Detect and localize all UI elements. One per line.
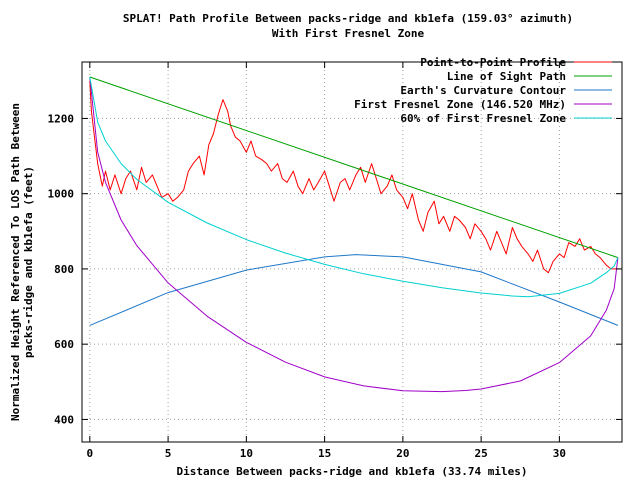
legend-label: Line of Sight Path <box>447 70 566 83</box>
x-tick-label: 15 <box>318 447 331 460</box>
x-tick-label: 30 <box>553 447 566 460</box>
series-line-3 <box>89 76 619 393</box>
y-tick-label: 1000 <box>48 188 75 201</box>
y-axis-label-line-1: Normalized Height Referenced To LOS Path… <box>9 103 22 421</box>
y-axis-label: Normalized Height Referenced To LOS Path… <box>9 103 35 421</box>
series-line-1 <box>89 76 619 259</box>
x-tick-label: 10 <box>240 447 253 460</box>
axis-ticks: 0 5 10 15 20 25 30 400 600 800 1000 1200 <box>48 62 622 460</box>
y-tick-label: 800 <box>54 263 74 276</box>
x-axis-label: Distance Between packs-ridge and kb1efa … <box>177 465 528 478</box>
chart-title: SPLAT! Path Profile Between packs-ridge … <box>123 12 573 25</box>
plot-frame <box>81 61 623 443</box>
y-tick-label: 1200 <box>48 112 75 125</box>
series-layer <box>89 76 619 393</box>
grid-lines <box>82 62 622 442</box>
series-line-0 <box>89 80 618 274</box>
x-tick-label: 0 <box>87 447 94 460</box>
legend-label: 60% of First Fresnel Zone <box>400 112 566 125</box>
y-axis-label-line-2: packs-ridge and kb1efa (feet) <box>22 166 35 358</box>
series-line-2 <box>89 254 619 326</box>
x-tick-label: 5 <box>165 447 172 460</box>
chart-title-group: SPLAT! Path Profile Between packs-ridge … <box>123 12 573 40</box>
series-line-4 <box>89 76 619 298</box>
x-tick-label: 25 <box>475 447 488 460</box>
x-tick-label: 20 <box>396 447 409 460</box>
legend-label: First Fresnel Zone (146.520 MHz) <box>354 98 566 111</box>
legend-label: Earth's Curvature Contour <box>400 84 566 97</box>
chart-subtitle: With First Fresnel Zone <box>272 27 425 40</box>
legend-label: Point-to-Point Profile <box>420 56 566 69</box>
y-tick-label: 600 <box>54 338 74 351</box>
y-tick-label: 400 <box>54 413 74 426</box>
